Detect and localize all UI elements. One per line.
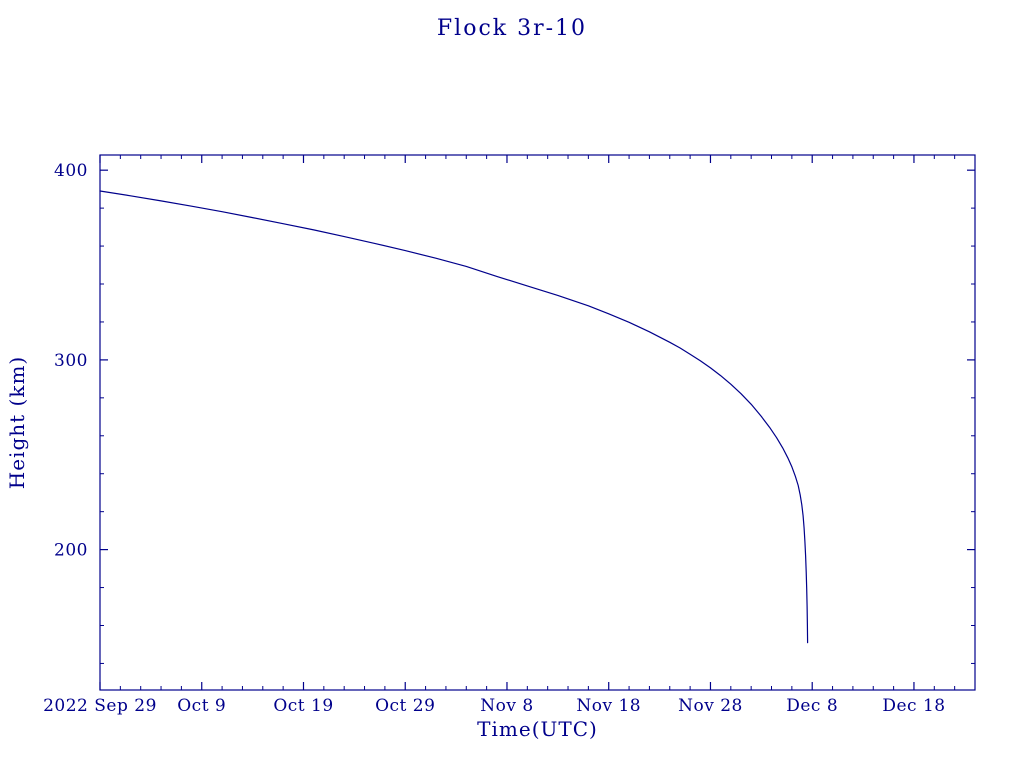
plot-border — [99, 154, 976, 691]
chart-title: Flock 3r-10 — [436, 16, 588, 41]
x-tick-label: Dec 18 — [882, 696, 945, 716]
y-tick-label: 200 — [54, 541, 88, 561]
x-tick-label: Dec 8 — [786, 696, 838, 716]
x-tick-label: Nov 28 — [678, 696, 743, 716]
x-tick-label: Oct 29 — [375, 696, 435, 716]
x-tick-label: Oct 9 — [177, 696, 226, 716]
y-tick-label: 400 — [54, 161, 88, 181]
x-tick-label: Nov 18 — [576, 696, 641, 716]
x-axis-label: Time(UTC) — [477, 717, 598, 741]
x-tick-label: Nov 8 — [480, 696, 533, 716]
x-tick-label: 2022 Sep 29 — [43, 696, 157, 716]
y-axis-label: Height (km) — [5, 356, 29, 489]
x-tick-label: Oct 19 — [273, 696, 333, 716]
height-decay-curve — [99, 190, 809, 644]
y-tick-label: 300 — [54, 351, 88, 371]
